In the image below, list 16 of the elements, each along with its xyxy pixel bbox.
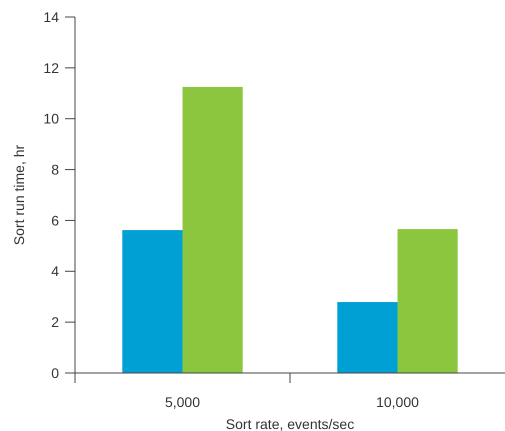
y-tick-label: 0 bbox=[51, 364, 60, 381]
y-tick-label: 4 bbox=[51, 263, 60, 280]
y-tick-label: 12 bbox=[43, 60, 60, 76]
bar bbox=[337, 302, 398, 373]
bar bbox=[122, 230, 182, 373]
y-tick-label: 6 bbox=[51, 212, 60, 228]
y-axis-title: Sort run time, hr bbox=[11, 144, 27, 246]
bar bbox=[182, 86, 243, 373]
y-tick-label: 14 bbox=[43, 8, 60, 25]
y-tick-label: 10 bbox=[43, 110, 60, 127]
x-tick-label: 10,000 bbox=[376, 394, 420, 410]
y-tick-label: 8 bbox=[51, 161, 60, 178]
bar bbox=[398, 229, 458, 373]
y-tick-label: 2 bbox=[51, 314, 60, 330]
x-axis-title: Sort rate, events/sec bbox=[226, 416, 354, 431]
x-tick-label: 5,000 bbox=[164, 394, 200, 410]
